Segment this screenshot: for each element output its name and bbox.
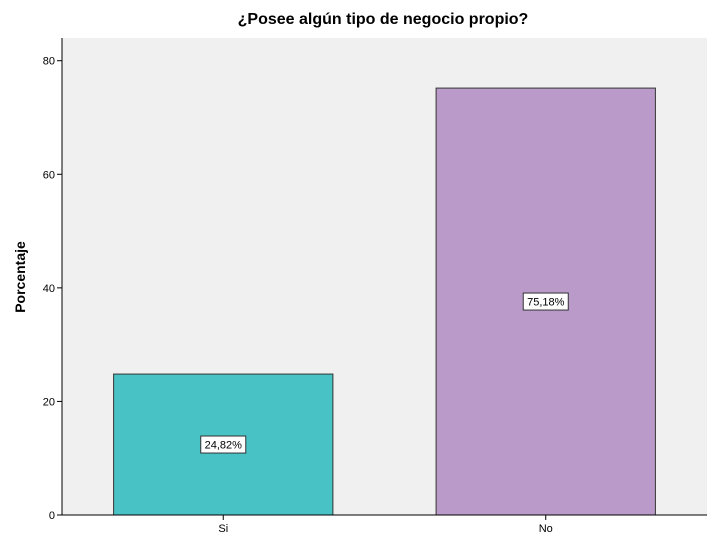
y-tick-label: 60 <box>43 169 55 181</box>
chart-title: ¿Posee algún tipo de negocio propio? <box>238 11 529 28</box>
x-ticks-group: Si No <box>218 515 553 535</box>
data-label: 24,82% <box>205 440 243 452</box>
y-tick-label: 80 <box>43 56 55 68</box>
y-tick-label: 0 <box>49 510 55 522</box>
y-axis-label: Porcentaje <box>12 241 28 313</box>
data-label: 75,18% <box>527 297 565 309</box>
y-ticks-group: 0 20 40 60 80 <box>43 56 62 522</box>
x-tick-label: No <box>539 523 553 535</box>
y-tick-label: 40 <box>43 283 55 295</box>
data-label-box <box>522 292 569 311</box>
data-labels-group: 24,82% 75,18% <box>200 292 569 454</box>
y-tick-label: 20 <box>43 396 55 408</box>
x-tick-label: Si <box>218 523 228 535</box>
data-label-box <box>200 435 247 454</box>
